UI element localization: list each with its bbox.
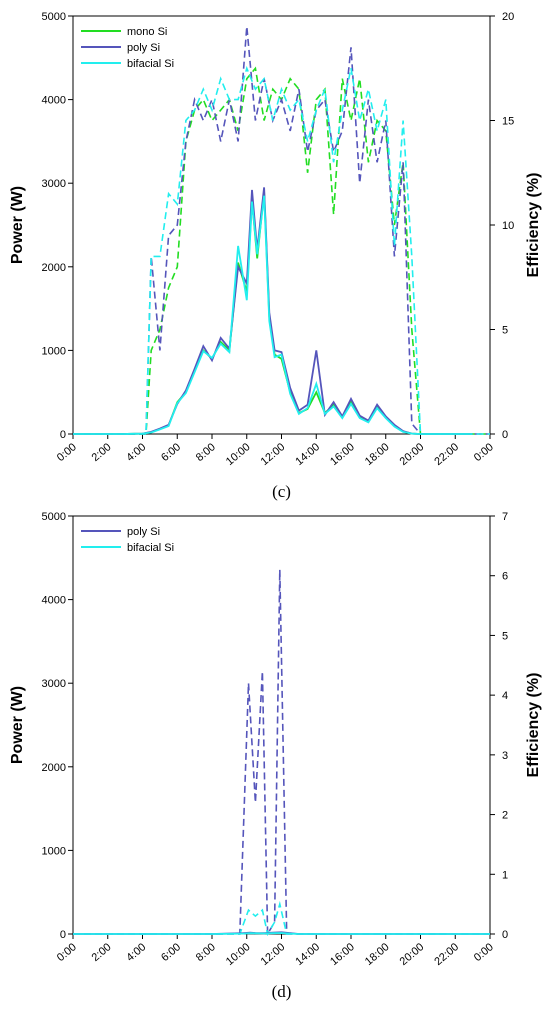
y-tick-label: 4000 [42,95,66,107]
legend-entry: bifacial Si [127,542,174,554]
efficiency-line-bifacial-si [73,900,490,937]
x-tick-label: 4:00 [124,441,148,464]
y-tick-label: 5000 [42,11,66,23]
power-line-poly-si [73,187,473,435]
x-tick-label: 10:00 [224,441,253,468]
y-tick-label: 3000 [42,678,66,690]
x-tick-label: 14:00 [293,941,322,968]
y2-tick-label: 5 [502,325,508,337]
power-line-bifacial-si [73,195,473,435]
x-tick-label: 0:00 [472,941,496,964]
efficiency-line-bifacial-si [73,65,490,435]
x-tick-label: 0:00 [55,941,79,964]
x-tick-label: 18:00 [363,941,392,968]
x-tick-label: 4:00 [124,941,148,964]
power-line-mono-si [73,191,473,435]
x-tick-label: 20:00 [398,441,427,468]
y2-tick-label: 7 [502,511,508,523]
y2-tick-label: 4 [502,690,508,702]
efficiency-line-poly-si [73,26,490,435]
x-tick-label: 12:00 [259,441,288,468]
efficiency-line-mono-si [73,66,490,435]
legend-entry: mono Si [127,26,167,38]
y2-axis-label: Efficiency (%) [525,673,542,778]
x-tick-label: 12:00 [259,941,288,968]
y2-axis-label: Efficiency (%) [525,173,542,278]
y2-tick-label: 1 [502,869,508,881]
efficiency-line-poly-si [73,569,490,937]
y-tick-label: 3000 [42,178,66,190]
legend-entry: poly Si [127,42,160,54]
y-tick-label: 2000 [42,262,66,274]
y2-tick-label: 0 [502,929,508,941]
y-tick-label: 0 [60,429,66,441]
chart-panel-d: 0 1000 2000 3000 4000 5000 0 1 2 3 4 5 6 7 0:00 2:00 4:0… [9,511,542,1001]
x-tick-label: 16:00 [328,941,357,968]
y2-tick-label: 3 [502,750,508,762]
panel-label: (c) [272,482,291,501]
chart-panel-c: 0 1000 2000 3000 4000 5000 0 5 10 15 20 0:00 2:00 4:0… [9,11,542,501]
legend-entry: bifacial Si [127,58,174,70]
plot-frame [72,15,491,435]
y2-tick-label: 0 [502,429,508,441]
y2-tick-label: 10 [502,220,514,232]
x-tick-label: 8:00 [194,941,218,964]
y-tick-label: 2000 [42,762,66,774]
x-tick-label: 16:00 [328,441,357,468]
plot-frame [72,515,491,935]
legend-entry: poly Si [127,526,160,538]
panel-label: (d) [272,982,292,1001]
x-tick-label: 6:00 [159,441,183,464]
y-axis-label: Power (W) [9,186,26,264]
x-tick-label: 20:00 [398,941,427,968]
y-tick-label: 0 [60,929,66,941]
y2-tick-label: 20 [502,11,514,23]
x-tick-label: 2:00 [90,441,114,464]
x-tick-label: 18:00 [363,441,392,468]
y-tick-label: 1000 [42,345,66,357]
y-tick-label: 1000 [42,845,66,857]
y-tick-label: 4000 [42,595,66,607]
x-tick-label: 6:00 [159,941,183,964]
x-tick-label: 8:00 [194,441,218,464]
x-tick-label: 22:00 [432,941,461,968]
y2-tick-label: 5 [502,630,508,642]
x-tick-label: 10:00 [224,941,253,968]
y2-tick-label: 2 [502,810,508,822]
x-tick-label: 14:00 [293,441,322,468]
y2-tick-label: 15 [502,116,514,128]
y2-tick-label: 6 [502,571,508,583]
x-tick-label: 0:00 [472,441,496,464]
y-tick-label: 5000 [42,511,66,523]
x-tick-label: 2:00 [90,941,114,964]
x-tick-label: 0:00 [55,441,79,464]
x-tick-label: 22:00 [432,441,461,468]
y-axis-label: Power (W) [9,686,26,764]
power-line-bifacial-si [73,932,490,935]
